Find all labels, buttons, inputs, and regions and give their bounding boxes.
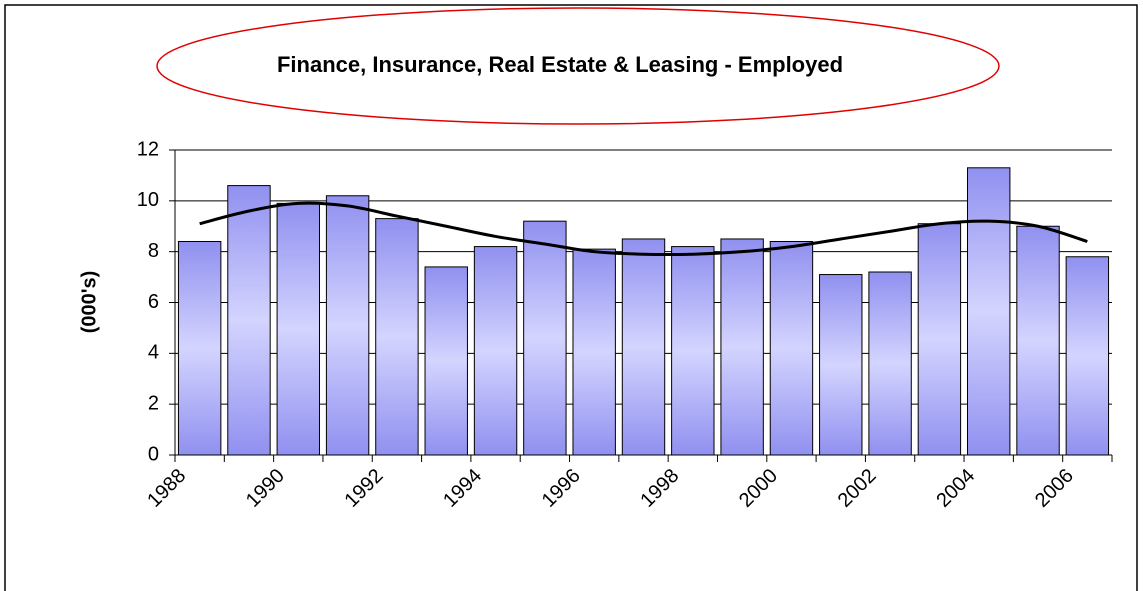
bar bbox=[177, 241, 222, 456]
y-axis-label: (000's) bbox=[78, 271, 100, 334]
bar bbox=[720, 238, 764, 456]
bar bbox=[769, 241, 814, 456]
bar bbox=[671, 246, 715, 456]
trend-line bbox=[199, 201, 1088, 257]
bar bbox=[819, 274, 863, 456]
y-tick-label: 12 bbox=[137, 138, 159, 160]
y-tick-label: 10 bbox=[137, 189, 159, 211]
title-ellipse bbox=[156, 7, 1000, 125]
y-tick-label: 0 bbox=[148, 443, 159, 465]
bar bbox=[473, 246, 518, 456]
bar bbox=[868, 271, 912, 456]
y-tick-label: 6 bbox=[148, 291, 159, 313]
bar bbox=[917, 223, 962, 456]
bar bbox=[325, 195, 370, 456]
bar bbox=[375, 218, 419, 456]
bar bbox=[1016, 225, 1060, 456]
bar bbox=[1065, 256, 1110, 456]
bar bbox=[523, 220, 567, 456]
bar bbox=[424, 266, 468, 456]
bar bbox=[967, 167, 1011, 456]
y-tick-label: 2 bbox=[148, 392, 159, 414]
bar bbox=[276, 202, 320, 456]
y-tick-label: 8 bbox=[148, 240, 159, 262]
bar bbox=[621, 238, 666, 456]
chart-title: Finance, Insurance, Real Estate & Leasin… bbox=[277, 52, 843, 77]
bar bbox=[227, 185, 271, 456]
y-tick-label: 4 bbox=[148, 342, 159, 364]
bar bbox=[572, 248, 616, 456]
